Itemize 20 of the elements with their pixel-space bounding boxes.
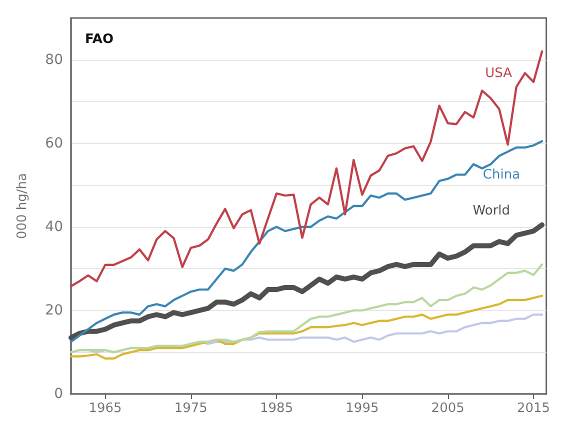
series-label: USA [485, 66, 512, 81]
y-axis-title: 000 hg/ha [15, 172, 30, 240]
series-label: World [472, 203, 510, 218]
y-tick-label: 20 [45, 302, 63, 318]
x-tick-label: 1965 [88, 401, 122, 416]
line-series [70, 50, 544, 288]
y-tick-label: 40 [45, 218, 63, 235]
x-tick-label: 2015 [516, 401, 550, 416]
y-tick-label: 80 [45, 52, 63, 68]
text: FAO [85, 32, 114, 47]
x-tick-label: 1995 [346, 401, 379, 416]
y-tick-label: 60 [45, 135, 63, 152]
x-tick-label: 1975 [174, 401, 208, 416]
line-series [70, 294, 544, 360]
x-tick-label: 1985 [260, 401, 294, 416]
y-tick-label: 0 [54, 386, 63, 402]
line-series [70, 263, 544, 354]
line-series [70, 140, 544, 343]
x-tick-label: 2005 [431, 401, 464, 416]
series-label: China [482, 168, 520, 183]
